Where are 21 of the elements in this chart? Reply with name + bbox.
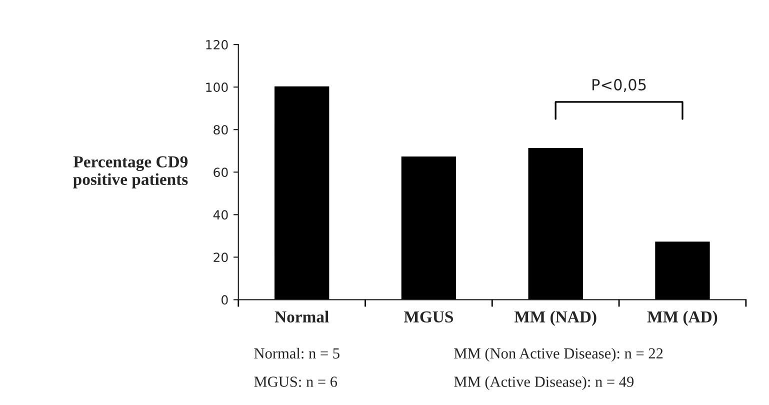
bar (528, 148, 583, 300)
bar (401, 156, 456, 300)
text: Normal: n = 5 (254, 348, 340, 359)
y-tick-label: 40 (213, 210, 228, 220)
y-tick-label: 20 (214, 252, 228, 262)
y-tick-label: 100 (206, 82, 228, 92)
y-axis-title: Percentage CD9 positive patients (73, 156, 188, 188)
y-tick-label: 120 (206, 40, 228, 50)
text: MM (Active Disease): n = 49 (454, 376, 634, 390)
x-tick-label: Normal (274, 310, 329, 323)
text: MGUS: n = 6 (254, 376, 338, 387)
x-tick-label: MM (NAD) (514, 310, 596, 326)
annotation: P<0,05 (592, 78, 646, 92)
y-tick-label: 60 (214, 168, 228, 178)
y-tick-label: 0 (222, 295, 228, 305)
bar (274, 86, 330, 300)
y-tick-label: 80 (214, 125, 228, 135)
x-tick-label: MM (AD) (647, 310, 718, 326)
bar (655, 242, 710, 300)
x-tick-label: MGUS (404, 311, 454, 323)
text: MM (Non Active Disease): n = 22 (454, 348, 663, 362)
